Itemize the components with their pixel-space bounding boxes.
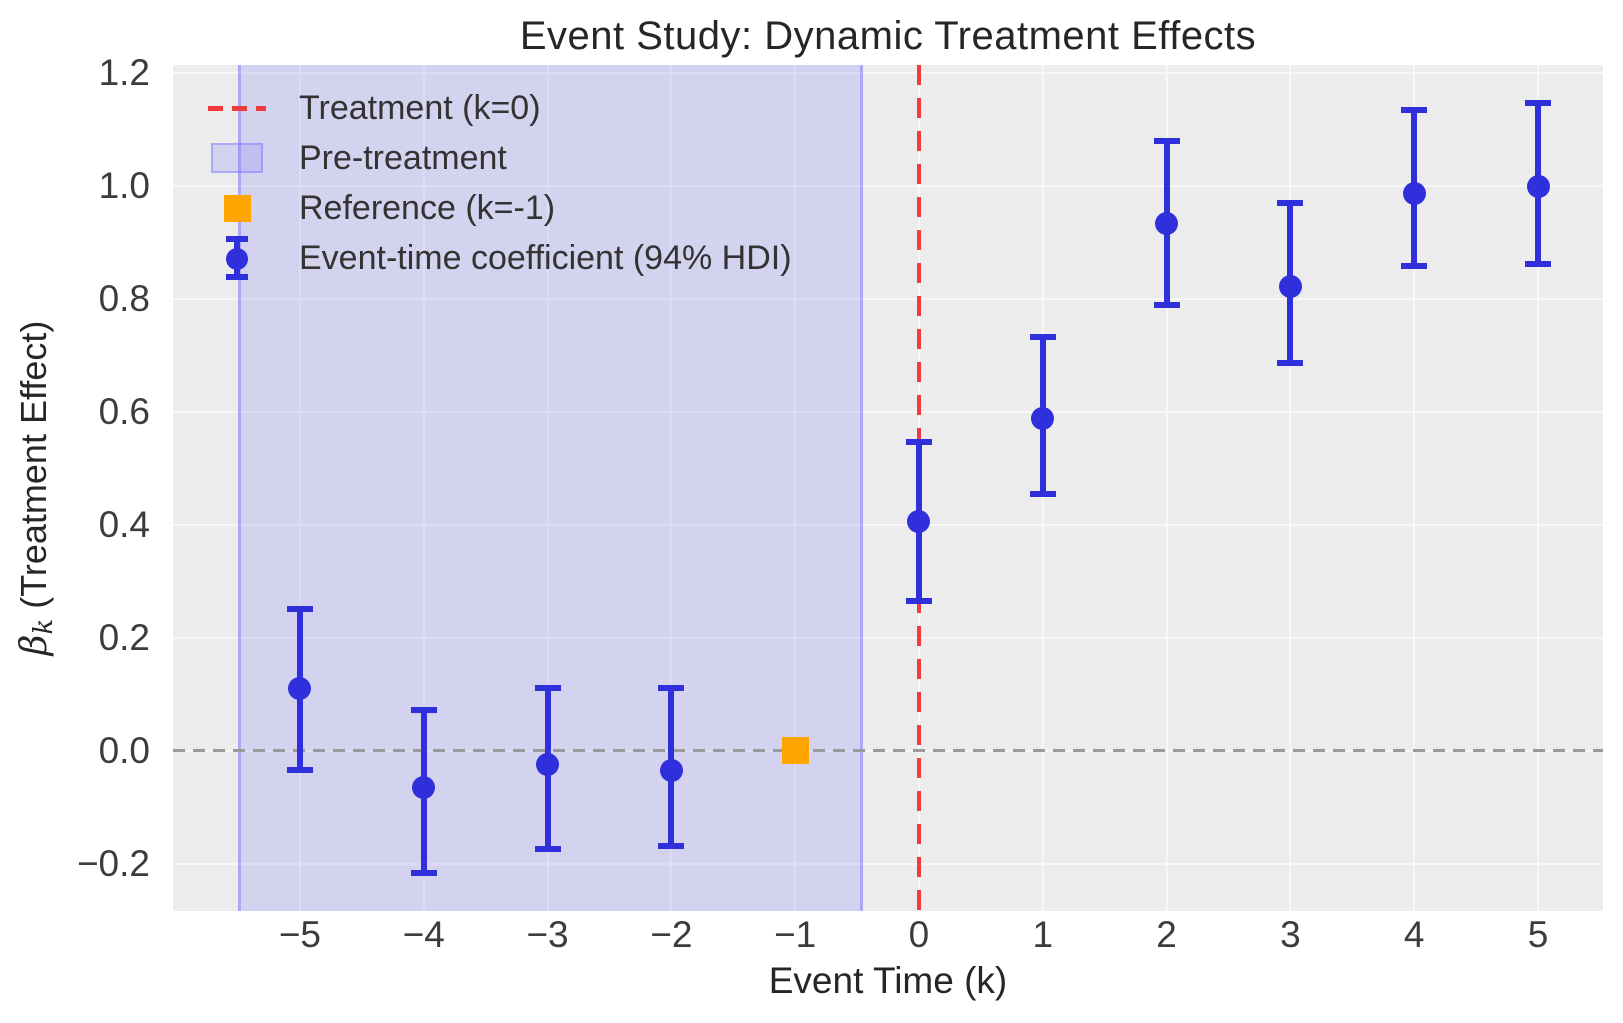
- y-axis-ticks: −0.2 0.0 0.2 0.4 0.6 0.8 1.0 1.2: [0, 52, 160, 911]
- y-tick-label: 0.2: [98, 616, 150, 658]
- errorbar-cap-bottom: [1153, 302, 1180, 309]
- x-tick-label: 0: [908, 914, 930, 955]
- errorbar-cap-top: [1401, 107, 1428, 114]
- legend-item-treatment-line: Treatment (k=0): [187, 83, 792, 133]
- reference-point: [781, 737, 809, 765]
- errorbar-cap-bottom: [1029, 490, 1056, 497]
- legend-label: Event-time coefficient (94% HDI): [299, 238, 792, 277]
- errorbar-cap-bottom: [658, 842, 685, 849]
- x-tick-label: 1: [1032, 914, 1054, 955]
- band-patch-icon: [211, 143, 263, 173]
- gridline-vertical: [298, 65, 301, 911]
- gridline-horizontal: [173, 72, 1603, 75]
- legend-label: Treatment (k=0): [299, 88, 541, 127]
- square-marker-icon: [223, 194, 251, 222]
- gridline-vertical: [670, 65, 673, 911]
- x-tick-label: 3: [1280, 914, 1301, 955]
- coefficient-point: [1526, 174, 1550, 198]
- errorbar-cap-top: [1029, 334, 1056, 341]
- errorbar-cap-top: [658, 684, 685, 691]
- legend-item-reference: Reference (k=-1): [187, 183, 792, 233]
- gridline-horizontal: [173, 185, 1603, 188]
- gridline-vertical: [1413, 65, 1416, 911]
- legend-item-coefficient: Event-time coefficient (94% HDI): [187, 233, 792, 283]
- gridline-vertical: [546, 65, 549, 911]
- y-tick-label: 0.8: [98, 278, 150, 320]
- errorbar-cap-top: [1153, 138, 1180, 145]
- gridline-vertical: [422, 65, 425, 911]
- gridline-horizontal: [173, 411, 1603, 414]
- x-axis-label: Event Time (k): [768, 960, 1008, 1001]
- chart-title: Event Study: Dynamic Treatment Effects: [519, 14, 1257, 58]
- x-tick-label: −3: [526, 914, 569, 955]
- x-tick-label: −2: [650, 914, 693, 955]
- x-tick-label: 2: [1156, 914, 1177, 955]
- legend-glyph: [187, 143, 287, 173]
- legend-item-pretreatment: Pre-treatment: [187, 133, 792, 183]
- errorbar-cap-bottom: [286, 766, 313, 773]
- coefficient-point: [659, 758, 683, 782]
- errorbar-marker-icon: [224, 236, 250, 280]
- legend-glyph: [187, 105, 287, 111]
- errorbar-cap-top: [534, 685, 561, 692]
- legend-glyph: [187, 236, 287, 280]
- errorbar-cap-top: [905, 439, 932, 445]
- y-tick-label: 0.0: [98, 729, 150, 771]
- errorbar-cap-bottom: [1525, 261, 1551, 268]
- zero-line: [173, 749, 1603, 753]
- errorbar-cap-top: [1525, 100, 1551, 107]
- gridline-horizontal: [173, 298, 1603, 301]
- coefficient-point: [1402, 181, 1426, 205]
- gridline-vertical: [1537, 65, 1539, 911]
- legend-glyph: [187, 194, 287, 222]
- y-tick-label: 1.0: [98, 165, 150, 207]
- x-tick-label: −4: [402, 914, 445, 955]
- x-tick-label: −1: [774, 914, 817, 955]
- legend-label: Pre-treatment: [299, 138, 507, 177]
- dashed-line-icon: [208, 105, 266, 111]
- gridline-horizontal: [173, 862, 1603, 865]
- coefficient-point: [1031, 406, 1055, 430]
- x-tick-label: −5: [278, 914, 321, 955]
- legend-label: Reference (k=-1): [299, 188, 556, 227]
- errorbar-cap-bottom: [534, 845, 561, 852]
- errorbar-cap-bottom: [410, 869, 437, 876]
- errorbar-cap-bottom: [905, 598, 932, 605]
- errorbar-cap-top: [410, 706, 437, 713]
- coefficient-point: [1155, 212, 1179, 236]
- gridline-vertical: [1165, 65, 1168, 911]
- x-tick-label: 5: [1527, 914, 1549, 955]
- coefficient-point: [412, 776, 436, 800]
- gridline-vertical: [794, 65, 797, 911]
- legend: Treatment (k=0) Pre-treatment Reference …: [187, 83, 792, 283]
- coefficient-point: [288, 676, 312, 700]
- coefficient-point: [907, 510, 931, 534]
- y-tick-label: −0.2: [76, 842, 150, 884]
- gridline-horizontal: [173, 636, 1603, 639]
- coefficient-point: [536, 753, 560, 777]
- coefficient-point: [1278, 274, 1302, 298]
- y-tick-label: 1.2: [98, 52, 150, 94]
- y-tick-label: 0.6: [98, 391, 150, 433]
- errorbar-cap-top: [286, 606, 313, 613]
- x-axis-ticks: −5 −4 −3 −2 −1 0 1 2 3 4 5: [173, 913, 1603, 957]
- errorbar-cap-bottom: [1401, 263, 1428, 270]
- errorbar-cap-bottom: [1277, 359, 1304, 366]
- gridline-vertical: [1289, 65, 1292, 911]
- x-tick-label: 4: [1403, 914, 1425, 955]
- y-tick-label: 0.4: [98, 503, 150, 545]
- plot-area: Treatment (k=0) Pre-treatment Reference …: [173, 65, 1603, 911]
- gridline-horizontal: [173, 523, 1603, 526]
- errorbar-cap-top: [1277, 200, 1304, 207]
